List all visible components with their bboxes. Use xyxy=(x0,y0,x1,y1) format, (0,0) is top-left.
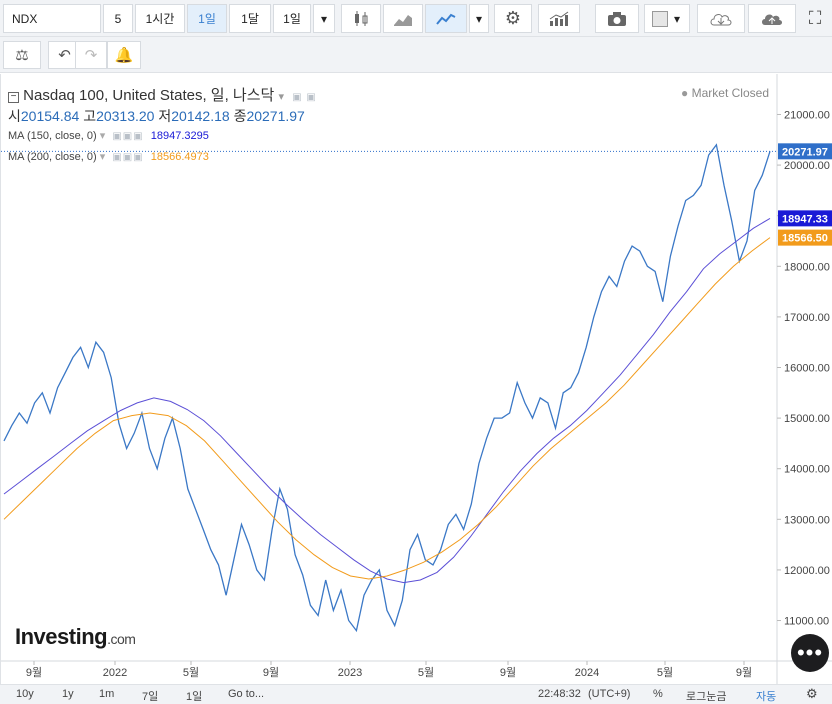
area-chart-icon[interactable] xyxy=(383,4,423,33)
ma200-settings-icons[interactable]: ▣▣▣ xyxy=(112,152,144,163)
x-tick-label: 5월 xyxy=(183,666,199,679)
high-label: 고 xyxy=(83,108,97,124)
ohlc-row: 시20154.84 고20313.20 저20142.18 종20271.97 xyxy=(8,106,305,126)
y-tick-label: 12000.00 xyxy=(784,565,830,577)
x-tick-label: 2023 xyxy=(338,667,362,679)
percent-toggle[interactable]: % xyxy=(653,688,663,700)
investing-logo: Investing.com xyxy=(15,624,136,649)
open-label: 시 xyxy=(8,108,21,124)
ma200-label: MA (200, close, 0) xyxy=(8,151,97,163)
line-chart-icon[interactable] xyxy=(425,4,467,33)
ma150-value: 18947.3295 xyxy=(150,130,209,142)
price-tag xyxy=(778,229,832,246)
range-1d-button[interactable]: 1일 xyxy=(186,691,203,703)
interval-1d-button[interactable]: 1일 xyxy=(187,4,227,33)
undo-icon[interactable]: ↶ xyxy=(48,41,80,69)
cloud-download-icon[interactable] xyxy=(697,4,745,33)
chevron-down-icon[interactable]: ▾ xyxy=(99,130,106,142)
more-options-button[interactable]: ••• xyxy=(791,634,829,672)
low-value: 20142.18 xyxy=(171,108,230,124)
low-label: 저 xyxy=(158,108,172,124)
chart-title-text: Nasdaq 100, United States, 일, 나스닥 xyxy=(23,87,275,104)
price-line xyxy=(3,143,771,633)
y-tick-label: 13000.00 xyxy=(784,514,830,526)
goto-button[interactable]: Go to... xyxy=(228,688,265,700)
close-label: 종 xyxy=(233,108,247,124)
clock-time: 22:48:32 xyxy=(538,688,581,700)
chart-title: − Nasdaq 100, United States, 일, 나스닥 ▾ ▣ … xyxy=(8,84,317,105)
market-status: ● Market Closed xyxy=(681,86,769,100)
y-tick-label: 15000.00 xyxy=(784,413,830,425)
y-tick-label: 16000.00 xyxy=(784,363,830,375)
ma150-label: MA (150, close, 0) xyxy=(8,130,97,142)
price-tag xyxy=(778,143,832,160)
x-tick-label: 5월 xyxy=(657,666,673,679)
y-tick-label: 11000.00 xyxy=(784,616,829,628)
range-1m-button[interactable]: 1m xyxy=(99,688,115,700)
compare-scale-icon[interactable]: ⚖ xyxy=(3,41,41,69)
market-status-text: Market Closed xyxy=(691,86,769,100)
cloud-upload-icon[interactable] xyxy=(748,4,796,33)
fullscreen-icon[interactable]: ⛶ xyxy=(808,8,822,28)
range-7d-button[interactable]: 7일 xyxy=(142,691,159,703)
interval-1m-button[interactable]: 1달 xyxy=(229,4,271,33)
alert-add-icon[interactable]: 🔔 xyxy=(107,41,141,69)
gear-icon[interactable]: ⚙ xyxy=(806,686,818,701)
interval-input[interactable]: 5 xyxy=(103,4,133,33)
gear-icon[interactable]: ⚙ xyxy=(494,4,532,33)
interval-1h-button[interactable]: 1시간 xyxy=(135,4,185,33)
price-chart[interactable]: 11000.00 12000.00 13000.00 14000.00 15000.00… xyxy=(1,74,832,684)
x-tick-label: 9월 xyxy=(500,666,516,679)
x-tick-label: 5월 xyxy=(418,666,434,679)
y-tick-label: 17000.00 xyxy=(784,312,830,324)
top-toolbar: NDX 5 1시간 1일 1달 1일 ▾ ▾ ⚙ ▾ xyxy=(0,0,832,37)
ma200-line xyxy=(3,237,771,580)
ma150-legend[interactable]: MA (150, close, 0) ▾ ▣▣▣ 18947.3295 xyxy=(8,129,209,142)
price-tag xyxy=(778,210,832,227)
close-value: 20271.97 xyxy=(246,108,305,124)
price-tag-label: 20271.97 xyxy=(782,146,828,158)
open-value: 20154.84 xyxy=(20,108,80,124)
ma150-line xyxy=(3,217,771,584)
ma200-value: 18566.4973 xyxy=(150,151,209,163)
chart-area[interactable]: 11000.00 12000.00 13000.00 14000.00 15000.00… xyxy=(0,74,832,684)
redo-icon[interactable]: ↷ xyxy=(75,41,107,69)
range-10y-button[interactable]: 10y xyxy=(16,688,34,700)
range-1y-button[interactable]: 1y xyxy=(62,688,74,700)
y-tick-label: 20000.00 xyxy=(784,160,830,172)
chevron-down-icon[interactable]: ▾ xyxy=(278,91,285,103)
y-tick-label: 18000.00 xyxy=(784,261,830,273)
secondary-toolbar: ⚖ ↶ ↷ 🔔 xyxy=(0,37,832,73)
settings-icons[interactable]: ▣ ▣ xyxy=(292,92,317,103)
auto-scale-toggle[interactable]: 자동 xyxy=(756,691,777,703)
price-tag-label: 18566.50 xyxy=(782,233,828,245)
bottom-bar: 10y 1y 1m 7일 1일 Go to... 22:48:32 (UTC+9… xyxy=(0,684,832,704)
candlestick-icon[interactable] xyxy=(341,4,381,33)
y-tick-label: 14000.00 xyxy=(784,464,830,476)
high-value: 20313.20 xyxy=(96,108,155,124)
ma200-legend[interactable]: MA (200, close, 0) ▾ ▣▣▣ 18566.4973 xyxy=(8,150,209,163)
price-tag-label: 18947.33 xyxy=(782,213,828,225)
camera-icon[interactable] xyxy=(595,4,639,33)
color-swatch-icon[interactable]: ▾ xyxy=(644,4,690,33)
x-tick-label: 9월 xyxy=(26,666,42,679)
chevron-down-icon[interactable]: ▾ xyxy=(469,4,489,33)
log-scale-toggle[interactable]: 로그눈금 xyxy=(686,691,727,703)
ma150-settings-icons[interactable]: ▣▣▣ xyxy=(112,131,144,142)
chevron-down-icon[interactable]: ▾ xyxy=(313,4,335,33)
x-tick-label: 2024 xyxy=(575,667,599,679)
indicators-icon[interactable] xyxy=(538,4,580,33)
chevron-down-icon[interactable]: ▾ xyxy=(99,151,106,163)
y-tick-label: 21000.00 xyxy=(784,109,830,121)
timezone[interactable]: (UTC+9) xyxy=(588,688,631,700)
collapse-icon[interactable]: − xyxy=(8,92,19,103)
symbol-input[interactable]: NDX xyxy=(3,4,101,33)
interval-custom-button[interactable]: 1일 xyxy=(273,4,311,33)
x-tick-label: 9월 xyxy=(736,666,752,679)
x-tick-label: 2022 xyxy=(103,667,127,679)
x-tick-label: 9월 xyxy=(263,666,279,679)
